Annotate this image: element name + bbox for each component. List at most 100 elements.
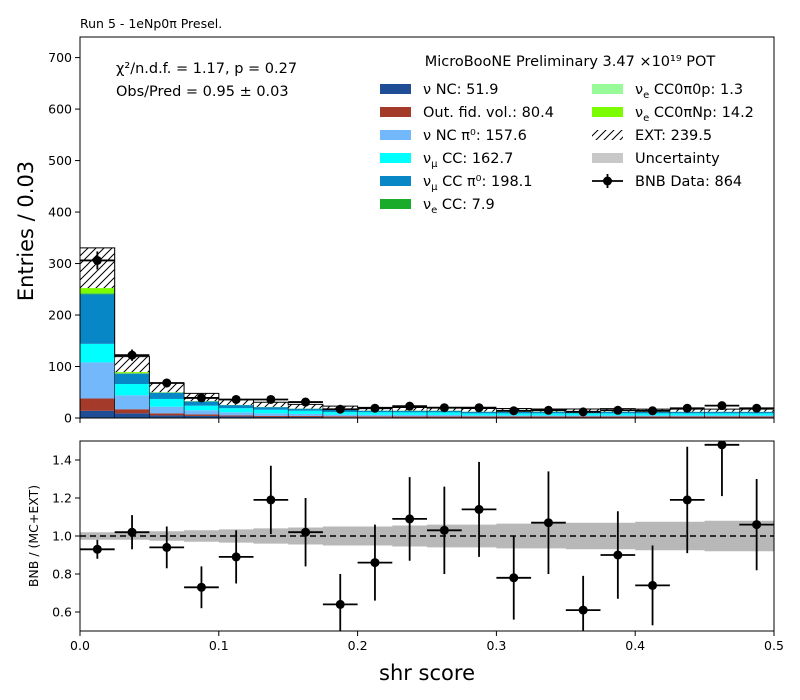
- data-point: [196, 393, 206, 403]
- stack-bar-s1-b7: [322, 416, 358, 418]
- stack-bar-s2-b6: [288, 413, 323, 416]
- stack-bar-s3-b0: [80, 343, 115, 363]
- ratio-axes-frame: [79, 440, 775, 632]
- stack-bar-s1-b4: [218, 415, 254, 417]
- stack-bar-s0-b2: [149, 415, 185, 418]
- ratio-point: [439, 525, 449, 535]
- stack-bar-s4-b11: [461, 411, 497, 414]
- ratio-point: [405, 514, 415, 524]
- data-point: [335, 404, 345, 414]
- data-point: [92, 255, 102, 265]
- legend-title: MicroBooNE Preliminary 3.47 ×10¹⁹ POT: [425, 54, 716, 70]
- stack-bar-s0-b1: [114, 413, 150, 418]
- ratio-point: [92, 544, 102, 554]
- ratio-point: [370, 558, 380, 568]
- stack-bar-s1-b18: [704, 416, 740, 418]
- stack-bar-s1-b9: [392, 416, 427, 418]
- stack-bar-s4-b4: [218, 405, 254, 409]
- stack-bar-s2-b16: [635, 415, 670, 417]
- stack-bar-s2-b1: [114, 395, 150, 410]
- stack-bar-s2-b15: [600, 415, 636, 417]
- ratio-y-tick-label: 0.8: [52, 567, 72, 582]
- stack-bar-s1-b16: [635, 416, 670, 418]
- ratio-point: [231, 552, 241, 562]
- main-y-tick-label: 200: [48, 308, 72, 323]
- main-y-tick-label: 600: [48, 102, 72, 117]
- x-tick-label: 0.0: [70, 638, 90, 653]
- stack-bar-s2-b18: [704, 415, 740, 417]
- stack-bar-s3-b3: [184, 405, 219, 411]
- stack-bar-s8-b18: [704, 409, 740, 412]
- data-point: [231, 394, 241, 404]
- stack-bar-s1-b14: [565, 416, 601, 418]
- stack-bar-s4-b2: [149, 392, 185, 399]
- data-point: [752, 403, 762, 413]
- stack-bar-s2-b5: [253, 413, 289, 416]
- legend-label-5: νe CC: 7.9: [423, 197, 495, 216]
- x-tick-label: 0.4: [625, 638, 645, 653]
- stack-bar-s3-b4: [218, 408, 254, 413]
- stack-bar-s2-b4: [218, 412, 254, 416]
- main-y-tick-label: 400: [48, 205, 72, 220]
- stack-bar-s5-b1: [114, 373, 150, 374]
- stack-bar-s1-b19: [739, 416, 774, 418]
- stack-bar-s3-b5: [253, 409, 289, 414]
- main-y-tick-label: 0: [64, 411, 72, 426]
- stack-bar-s7-b0: [80, 288, 115, 294]
- data-point: [301, 397, 311, 407]
- stack-bar-s3-b11: [461, 413, 497, 416]
- stack-bar-s7-b1: [114, 372, 150, 374]
- legend-label-1: Out. fid. vol.: 80.4: [423, 105, 554, 121]
- stack-bar-s1-b15: [600, 416, 636, 418]
- ratio-point: [474, 504, 484, 514]
- main-y-axis-label: Entries / 0.03: [14, 161, 38, 301]
- stack-bar-s0-b6: [288, 416, 323, 418]
- data-point: [543, 405, 553, 415]
- data-point: [405, 401, 415, 411]
- ratio-point: [162, 542, 172, 552]
- legend: ν NC: 51.9 Out. fid. vol.: 80.4 ν NC π⁰: 1…: [380, 82, 754, 216]
- legend-swatch-1: [380, 107, 411, 117]
- stack-bar-s8-b2: [149, 382, 185, 393]
- ratio-point: [196, 582, 206, 592]
- legend-swatch-4: [380, 176, 411, 186]
- stack-bar-s4-b1: [114, 373, 150, 385]
- data-point: [439, 403, 449, 413]
- legend-swatch-6: [592, 84, 623, 94]
- stack-bar-s4-b0: [80, 294, 115, 344]
- ratio-uncertainty-band: [80, 520, 774, 552]
- legend-swatch-uncertainty: [592, 153, 623, 163]
- main-y-tick-label: 500: [48, 153, 72, 168]
- stack-bar-s5-b0: [80, 293, 115, 295]
- data-point: [648, 406, 658, 416]
- legend-swatch-2: [380, 130, 411, 140]
- stack-bar-s4-b6: [288, 408, 323, 411]
- stack-bar-s3-b2: [149, 398, 185, 407]
- data-point: [474, 403, 484, 413]
- legend-label-2: ν NC π⁰: 157.6: [423, 128, 527, 144]
- stack-bar-s4-b5: [253, 407, 289, 410]
- ratio-point: [266, 495, 276, 505]
- stack-bar-s1-b2: [149, 413, 185, 416]
- main-axes-frame: [79, 36, 775, 419]
- ratio-y-tick-label: 0.6: [52, 605, 72, 620]
- ratio-point: [127, 527, 137, 537]
- ratio-point: [717, 441, 727, 450]
- ratio-y-tick-label: 1.4: [52, 453, 72, 468]
- stack-bar-s0-b4: [218, 416, 254, 418]
- main-y-tick-label: 700: [48, 50, 72, 65]
- data-point: [509, 406, 519, 416]
- stack-bar-s3-b1: [114, 384, 150, 396]
- stack-bar-s2-b13: [531, 415, 566, 417]
- stack-bar-s2-b12: [496, 415, 532, 417]
- stack-bar-s3-b10: [427, 412, 462, 415]
- stack-bar-s1-b12: [496, 416, 532, 418]
- stack-bar-s2-b7: [322, 414, 358, 417]
- legend-swatch-8: [592, 130, 623, 140]
- ratio-point: [613, 550, 623, 560]
- stack-bar-s3-b8: [357, 412, 393, 415]
- stack-bar-s1-b5: [253, 415, 289, 417]
- legend-label-0: ν NC: 51.9: [423, 82, 498, 98]
- legend-swatch-7: [592, 107, 623, 117]
